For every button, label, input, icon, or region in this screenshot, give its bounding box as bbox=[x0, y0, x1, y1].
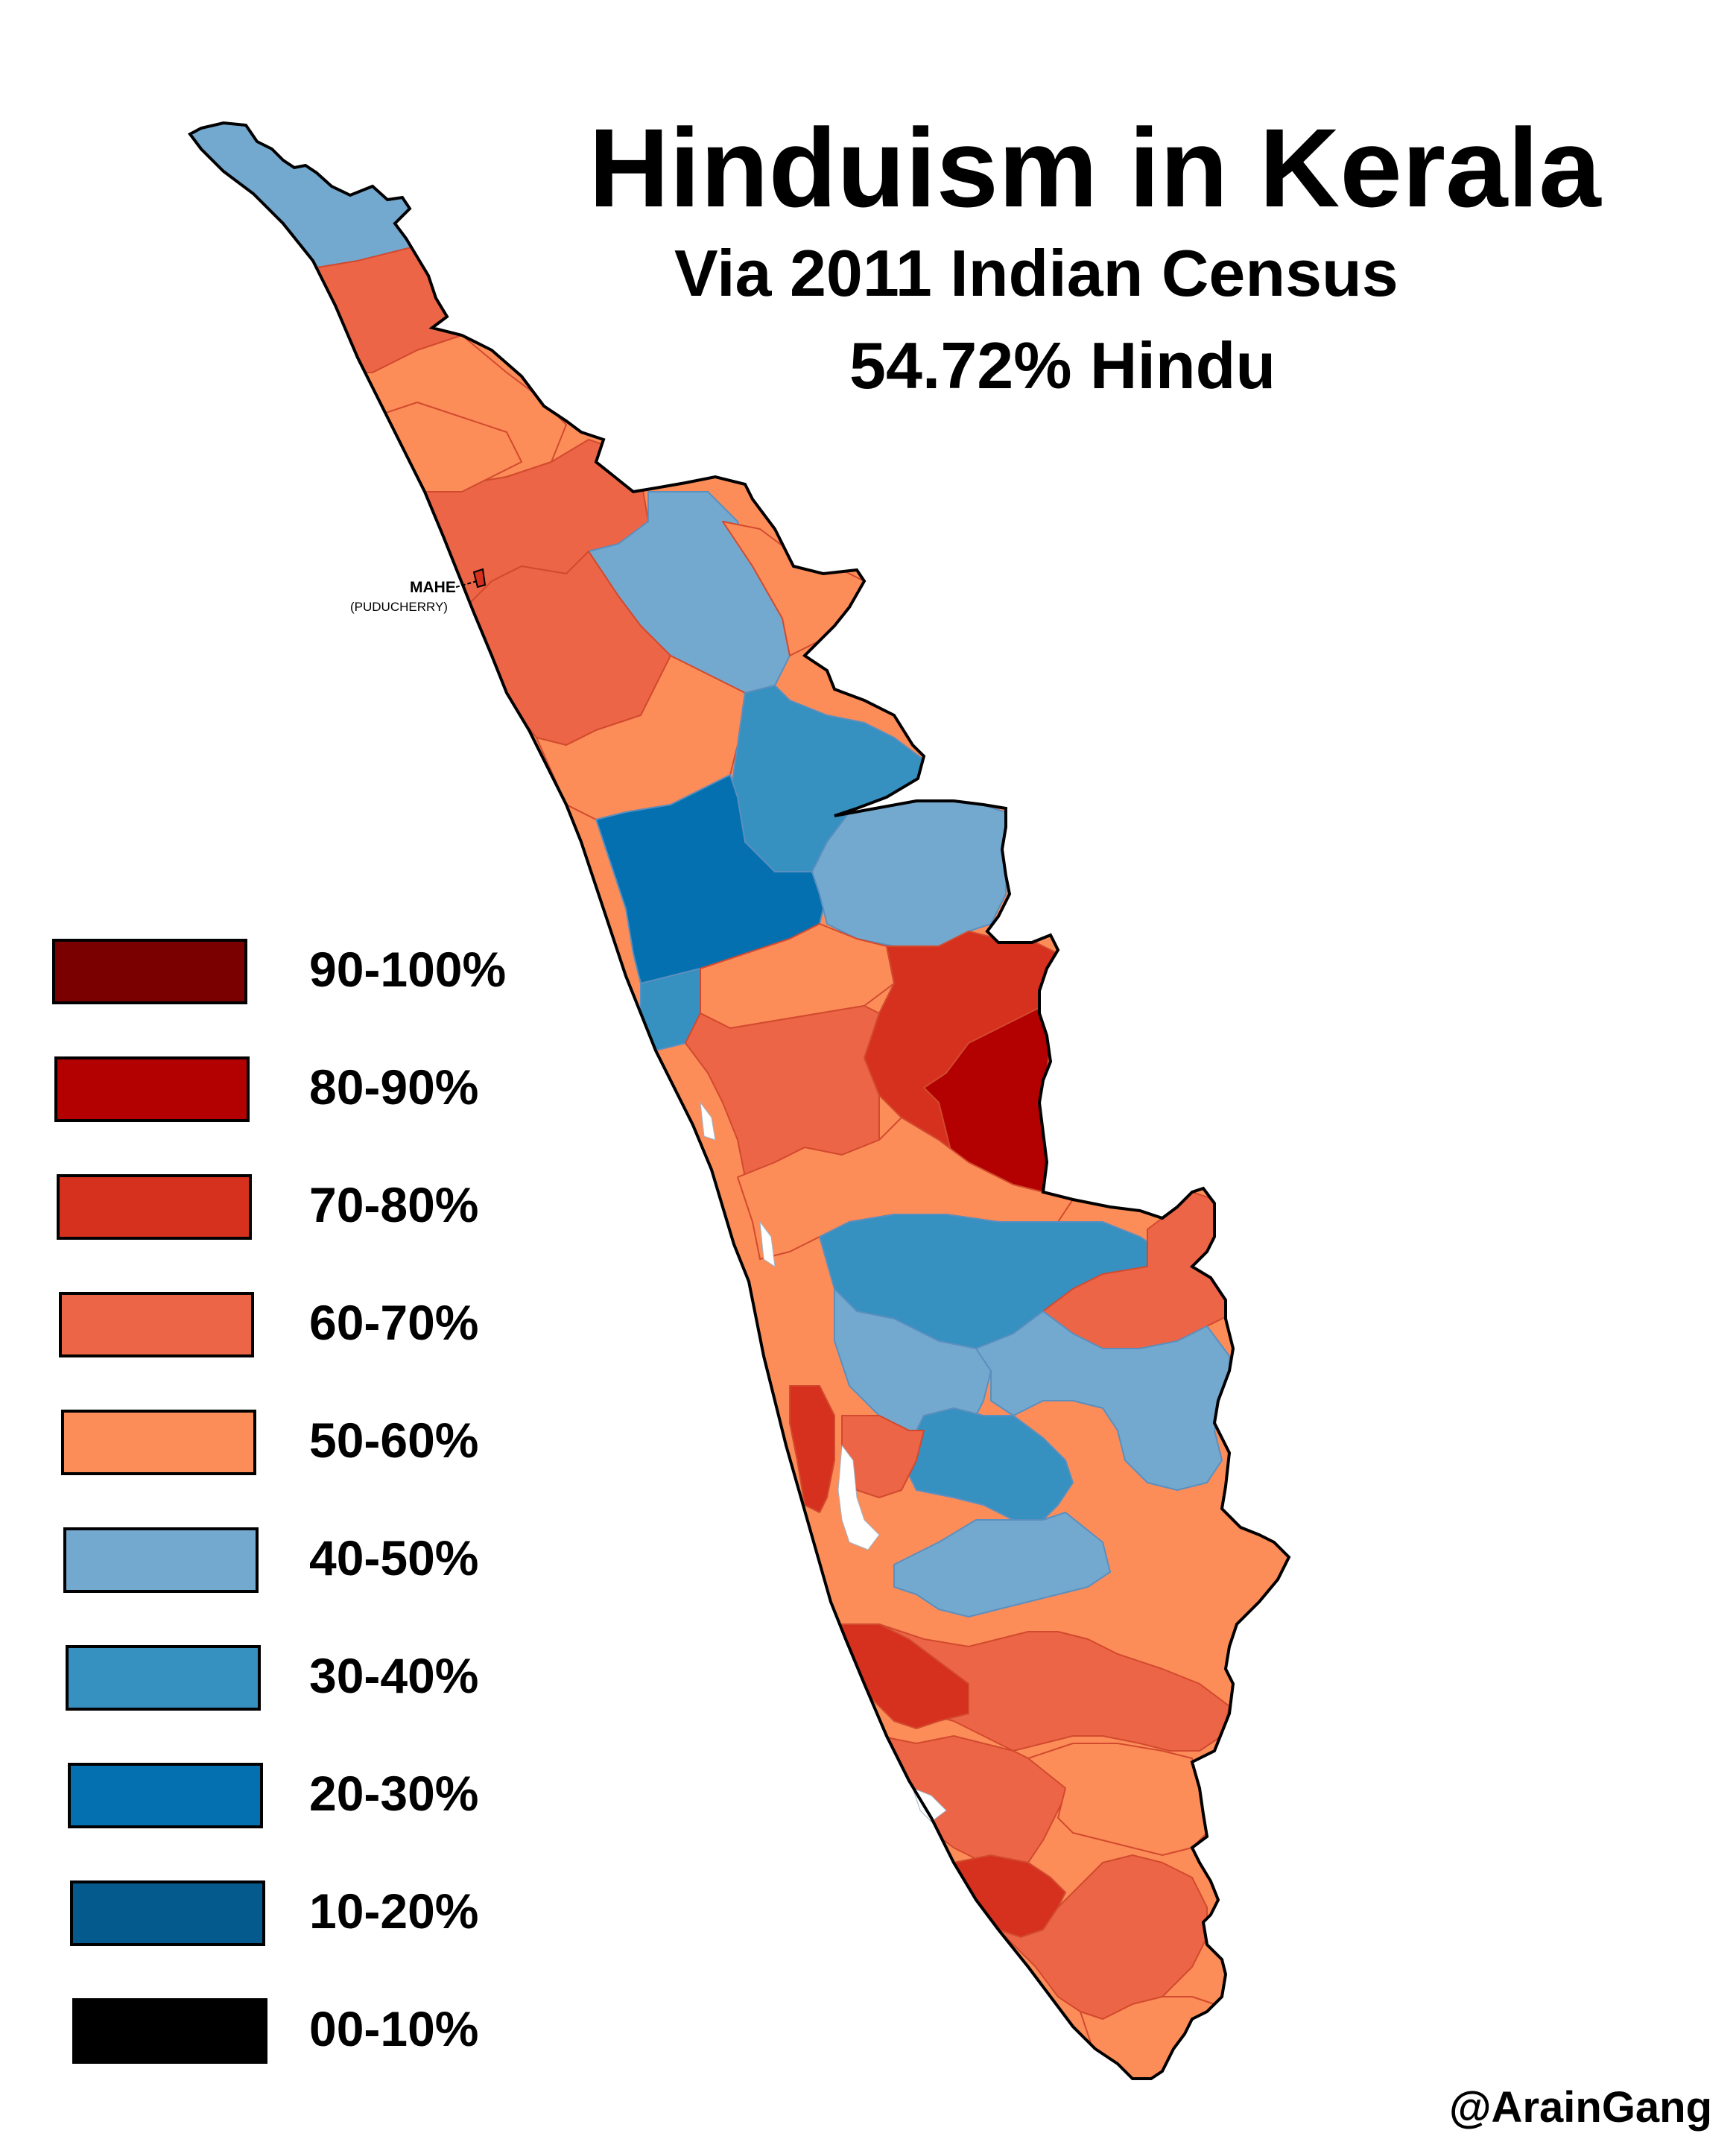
mahe-label: MAHE bbox=[410, 579, 456, 596]
legend-item: 70-80% bbox=[52, 1174, 589, 1256]
legend-label: 60-70% bbox=[309, 1295, 479, 1350]
credit: @ArainGang bbox=[1449, 2083, 1713, 2132]
region-ernakulam-coast bbox=[789, 1385, 835, 1513]
mahe-enclave bbox=[472, 568, 487, 589]
legend-item: 30-40% bbox=[52, 1645, 589, 1727]
legend-swatch bbox=[70, 1880, 265, 1946]
legend-swatch bbox=[61, 1410, 256, 1475]
legend-label: 10-20% bbox=[309, 1883, 479, 1939]
legend-item: 00-10% bbox=[52, 1998, 589, 2080]
legend-label: 30-40% bbox=[309, 1648, 479, 1703]
legend-label: 00-10% bbox=[309, 2001, 479, 2056]
legend-label: 20-30% bbox=[309, 1766, 479, 1821]
hindu-share: 54.72% Hindu bbox=[849, 329, 1276, 402]
ashtamudi-lake bbox=[912, 1787, 947, 1822]
legend-swatch bbox=[57, 1174, 252, 1240]
legend-item: 40-50% bbox=[52, 1527, 589, 1609]
legend-swatch bbox=[52, 939, 247, 1004]
legend-item: 80-90% bbox=[52, 1056, 589, 1138]
legend-swatch bbox=[68, 1763, 263, 1828]
legend-swatch bbox=[63, 1527, 259, 1593]
legend-item: 90-100% bbox=[52, 939, 589, 1021]
backwaters bbox=[700, 1101, 947, 1822]
region-thrissur-north bbox=[685, 1005, 880, 1178]
legend-swatch bbox=[59, 1292, 254, 1357]
region-palakkad-north bbox=[811, 800, 1007, 947]
mahe-sublabel: (PUDUCHERRY) bbox=[350, 600, 448, 614]
legend-item: 10-20% bbox=[52, 1880, 589, 1962]
legend-swatch bbox=[66, 1645, 261, 1711]
legend-label: 40-50% bbox=[309, 1530, 479, 1585]
map-title: Hinduism in Kerala bbox=[589, 105, 1601, 230]
legend: 90-100% 80-90% 70-80% 60-70% 50-60% 40-50% 30-… bbox=[52, 939, 589, 2086]
legend-item: 60-70% bbox=[52, 1292, 589, 1374]
legend-item: 50-60% bbox=[52, 1410, 589, 1492]
legend-label: 80-90% bbox=[309, 1059, 479, 1115]
region-kottayam-north bbox=[901, 1407, 1074, 1521]
map-subtitle: Via 2011 Indian Census bbox=[674, 236, 1398, 310]
vembanad-lake bbox=[837, 1444, 880, 1550]
lake-north bbox=[700, 1101, 716, 1141]
mahe-leader-line bbox=[455, 580, 478, 588]
legend-swatch bbox=[54, 1056, 250, 1122]
legend-item: 20-30% bbox=[52, 1763, 589, 1845]
lake-kayal bbox=[759, 1220, 776, 1268]
legend-label: 90-100% bbox=[309, 942, 507, 997]
region-kottayam-south bbox=[893, 1512, 1111, 1617]
legend-label: 70-80% bbox=[309, 1177, 479, 1232]
legend-label: 50-60% bbox=[309, 1413, 479, 1468]
region-idukki-central bbox=[975, 1311, 1230, 1491]
legend-swatch bbox=[72, 1998, 267, 2064]
